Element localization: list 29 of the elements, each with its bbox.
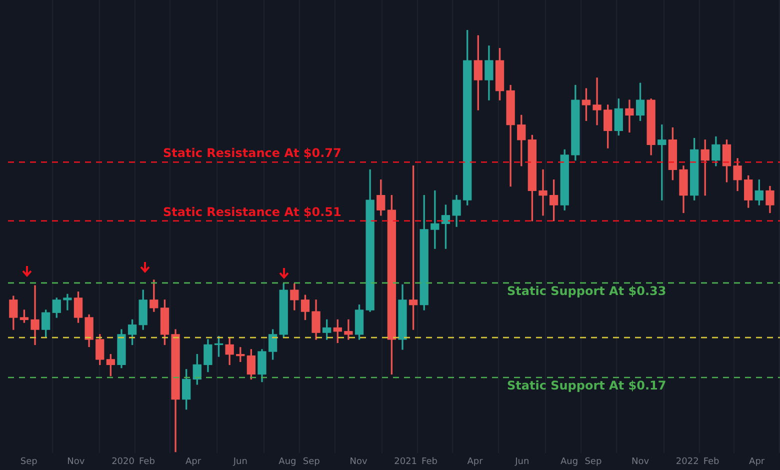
ref-line-label: Static Resistance At $0.51	[163, 204, 342, 219]
x-tick-label: 2020	[112, 456, 135, 467]
x-tick-label: Apr	[185, 456, 202, 467]
candlestick	[30, 285, 40, 346]
candlestick	[592, 78, 602, 126]
candlestick	[63, 294, 72, 310]
x-tick-label: 2021	[394, 456, 418, 467]
candlestick	[538, 169, 548, 216]
x-tick-label: Sep	[302, 456, 320, 467]
x-tick-label: Feb	[138, 456, 156, 467]
x-tick-label: Apr	[467, 456, 484, 467]
ref-line-label: Static Support At $0.17	[507, 378, 666, 393]
x-tick-label: Aug	[278, 456, 296, 467]
ref-line-label: Static Support At $0.33	[507, 284, 666, 298]
x-tick-label: Sep	[584, 456, 602, 467]
x-tick-label: Jun	[232, 456, 248, 467]
x-tick-label: Jun	[514, 456, 530, 467]
x-tick-label: Nov	[67, 456, 86, 467]
x-tick-label: Nov	[350, 456, 368, 467]
x-tick-label: Apr	[749, 456, 765, 467]
x-tick-label: Sep	[20, 456, 38, 467]
x-tick-label: Feb	[422, 456, 438, 467]
candlestick	[625, 100, 634, 132]
x-tick-label: Nov	[631, 456, 650, 467]
x-tick-label: Feb	[703, 456, 720, 467]
x-tick-label: 2022	[676, 456, 699, 467]
candlestick	[344, 319, 353, 340]
x-tick-label: Aug	[560, 456, 578, 467]
ref-line-label: Static Resistance At $0.77	[163, 146, 342, 160]
